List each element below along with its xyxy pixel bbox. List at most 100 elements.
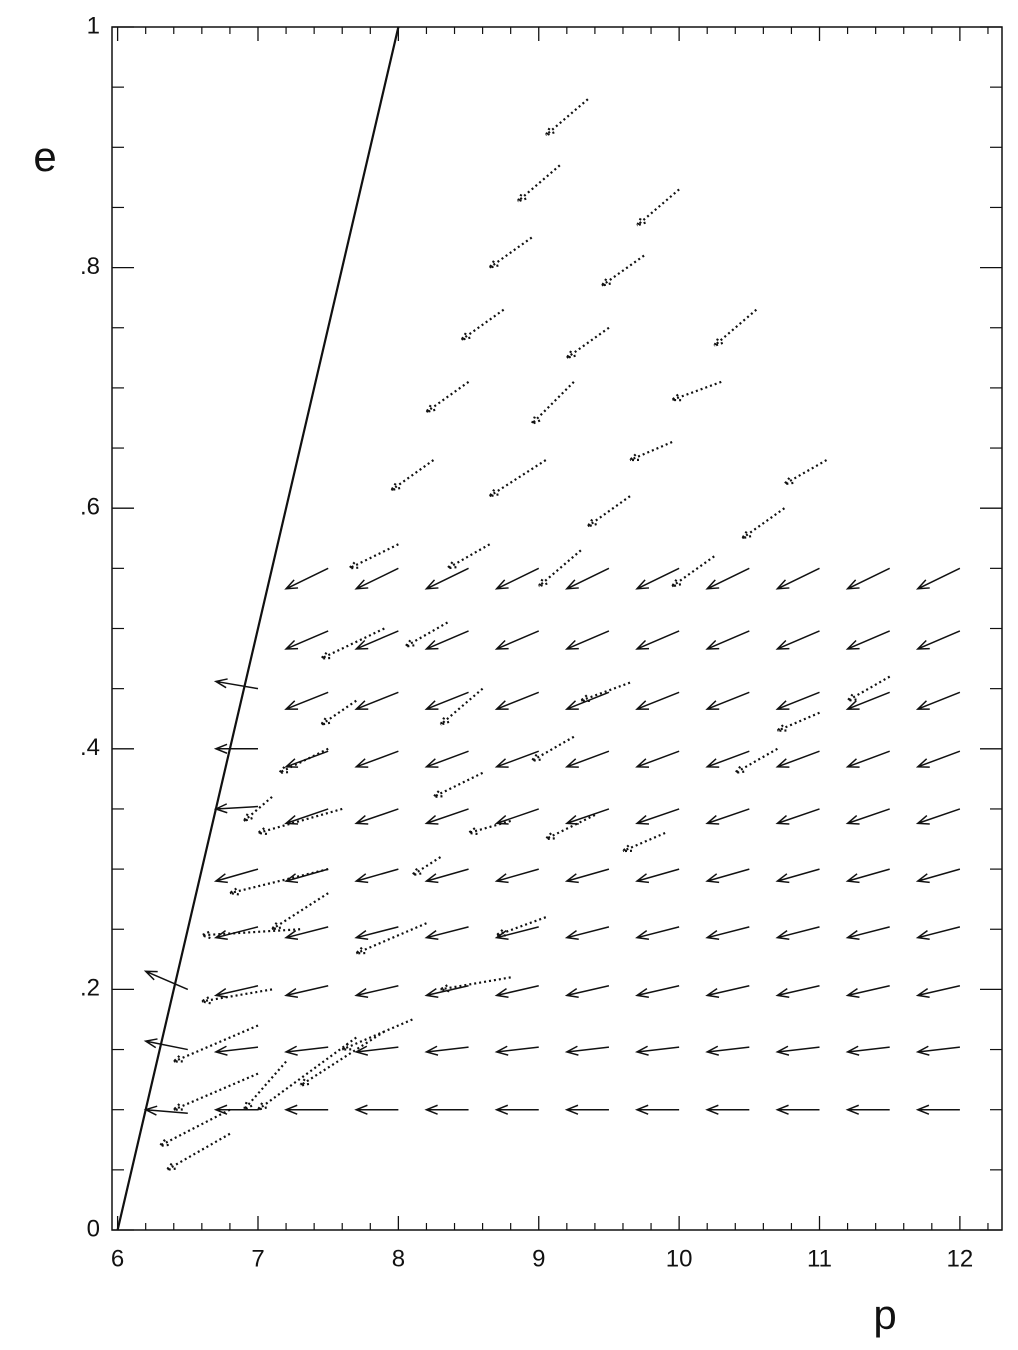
solid-arrow xyxy=(705,750,750,768)
solid-arrow xyxy=(915,691,961,710)
x-tick-label: 10 xyxy=(666,1245,693,1272)
dotted-arrow xyxy=(164,1132,231,1172)
solid-arrow xyxy=(915,868,961,884)
y-tick-label: .8 xyxy=(80,253,100,280)
solid-arrow xyxy=(845,691,890,710)
solid-arrow xyxy=(705,630,750,650)
solid-arrow xyxy=(424,1104,469,1115)
solid-arrow xyxy=(143,1105,188,1116)
solid-arrow xyxy=(284,926,329,940)
dotted-arrow xyxy=(627,441,673,462)
dotted-arrow xyxy=(543,813,596,841)
x-tick-label: 9 xyxy=(532,1245,545,1272)
dotted-arrow xyxy=(241,796,273,823)
dotted-arrow xyxy=(669,555,715,589)
dotted-arrow xyxy=(318,627,385,660)
dotted-arrow xyxy=(430,771,484,799)
solid-arrow xyxy=(284,985,329,999)
dotted-arrow xyxy=(297,1030,385,1088)
solid-arrow xyxy=(845,985,890,999)
solid-arrow xyxy=(845,1045,890,1056)
solid-arrow xyxy=(213,1104,258,1115)
solid-arrow xyxy=(915,567,961,590)
dotted-arrow xyxy=(669,380,722,402)
y-tick-label: 0 xyxy=(87,1215,100,1242)
x-axis-label: p xyxy=(873,1291,896,1338)
dotted-arrow xyxy=(465,819,511,836)
dotted-arrow xyxy=(599,254,645,288)
solid-arrow xyxy=(775,567,820,590)
dotted-arrow xyxy=(437,976,511,993)
dotted-arrow xyxy=(255,1036,357,1112)
solid-arrow xyxy=(705,985,750,999)
solid-arrow xyxy=(635,808,680,825)
dotted-arrow xyxy=(346,543,399,570)
solid-arrow xyxy=(354,1045,399,1056)
y-tick-label: .6 xyxy=(80,494,100,521)
solid-arrow xyxy=(354,1104,399,1115)
solid-arrow xyxy=(284,567,329,590)
dotted-arrow xyxy=(198,928,301,940)
solid-arrow xyxy=(424,808,469,825)
solid-arrow xyxy=(213,743,258,754)
solid-arrow xyxy=(635,868,680,884)
dotted-arrow xyxy=(171,1024,259,1063)
solid-arrow xyxy=(775,868,820,884)
y-tick-label: .4 xyxy=(80,734,100,761)
dotted-arrow xyxy=(536,549,582,589)
solid-arrow xyxy=(845,567,891,590)
solid-arrow xyxy=(284,630,329,650)
dotted-arrow xyxy=(774,711,820,732)
solid-arrow xyxy=(635,985,680,999)
dotted-arrow xyxy=(339,1018,413,1051)
solid-arrow xyxy=(494,1045,539,1056)
solid-arrow xyxy=(494,750,540,768)
x-tick-label: 12 xyxy=(947,1245,974,1272)
solid-arrow xyxy=(635,1045,680,1056)
solid-arrow xyxy=(494,1104,539,1115)
dotted-arrow xyxy=(198,988,273,1005)
solid-arrow xyxy=(424,750,469,768)
solid-arrow xyxy=(213,678,259,690)
dotted-arrow xyxy=(353,922,427,955)
solid-arrow xyxy=(284,750,329,768)
dotted-arrow xyxy=(732,747,778,775)
dotted-arrow xyxy=(459,308,505,342)
dotted-arrow xyxy=(318,699,357,727)
solid-arrow xyxy=(635,691,680,710)
solid-arrow xyxy=(494,567,540,590)
solid-arrow xyxy=(635,926,680,940)
dotted-arrow xyxy=(529,735,575,763)
solid-arrow xyxy=(915,985,961,999)
x-tick-label: 8 xyxy=(392,1245,405,1272)
dotted-arrow xyxy=(487,236,533,270)
solid-arrow xyxy=(564,985,610,999)
solid-arrow xyxy=(494,808,539,825)
solid-arrow xyxy=(915,926,961,940)
solid-arrow xyxy=(705,1104,750,1115)
solid-arrow xyxy=(494,630,540,650)
dotted-arrow xyxy=(564,326,610,360)
dotted-arrow xyxy=(845,675,891,703)
solid-arrow xyxy=(354,691,399,710)
solid-arrow xyxy=(915,750,961,768)
solid-arrow xyxy=(284,691,329,710)
solid-arrow xyxy=(354,750,399,768)
dotted-arrow xyxy=(157,1108,231,1148)
solid-arrow xyxy=(284,1045,329,1056)
solid-arrow xyxy=(213,985,259,999)
solid-arrow xyxy=(635,567,680,590)
solid-arrow xyxy=(705,1045,750,1056)
solid-arrow xyxy=(775,691,820,710)
dotted-arrow xyxy=(409,856,442,877)
dotted-arrow xyxy=(227,868,329,896)
solid-arrow xyxy=(564,1045,610,1056)
dotted-arrow xyxy=(444,543,491,570)
dotted-arrow xyxy=(781,459,828,486)
dotted-arrow xyxy=(424,380,470,414)
solid-arrow xyxy=(635,630,680,650)
solid-arrow xyxy=(564,630,610,650)
solid-arrow xyxy=(775,1104,820,1115)
